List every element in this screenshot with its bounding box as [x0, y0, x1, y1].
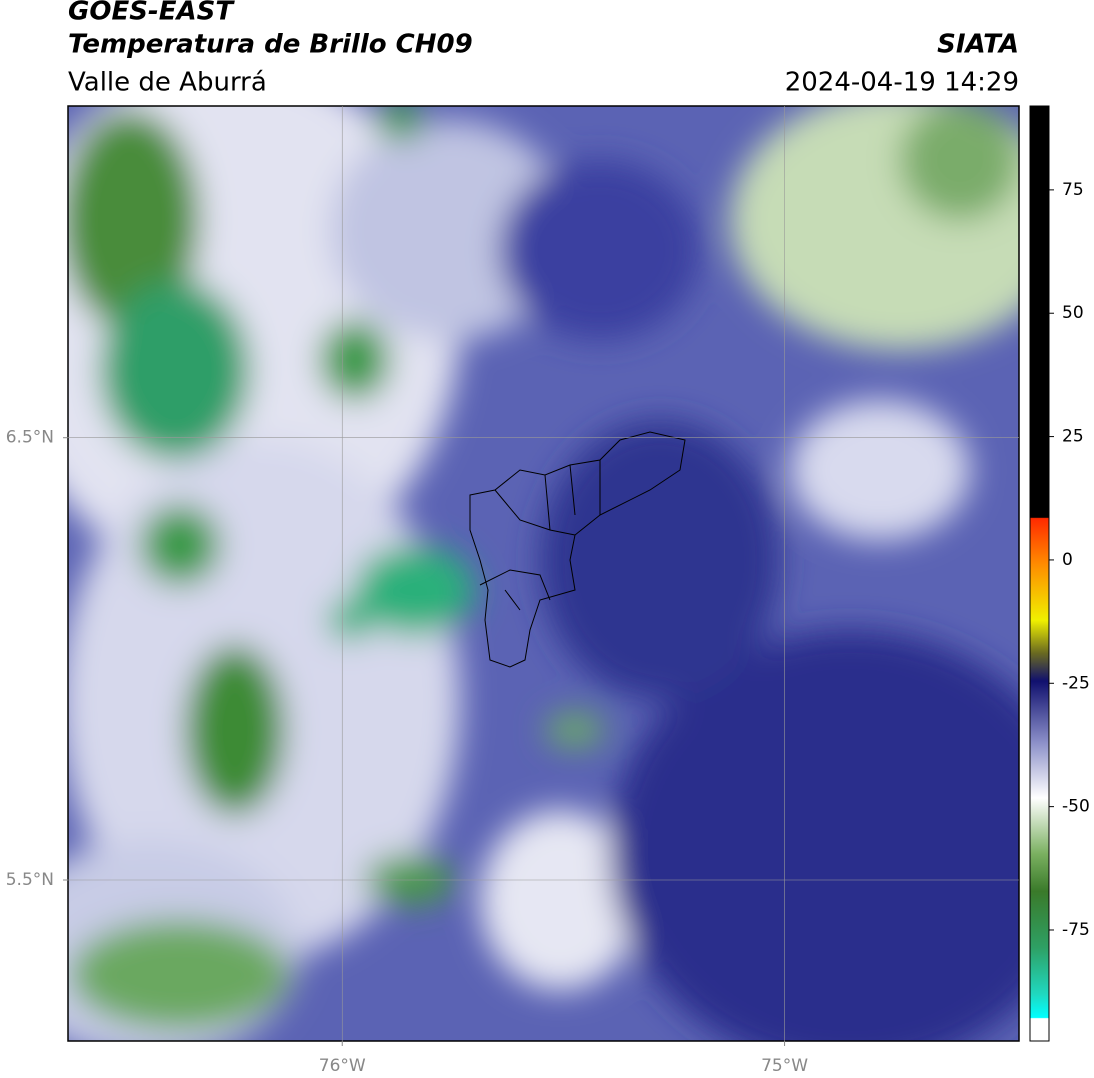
date: 2024-04-19 14:29: [785, 68, 1019, 98]
colorbar-tick-label: 50: [1062, 303, 1084, 323]
colorbar-tick-label: 25: [1062, 427, 1084, 447]
map-frame: [67, 105, 1020, 1042]
colorbar-tick-label: 75: [1062, 180, 1084, 200]
colorbar-tick-label: -50: [1062, 797, 1090, 817]
y-tick-label: 6.5°N: [6, 428, 54, 448]
colorbar-tick-label: 0: [1062, 550, 1073, 570]
title: GOES-EAST: [68, 0, 235, 27]
x-tick-label: 75°W: [761, 1056, 808, 1076]
y-tick-label: 5.5°N: [6, 870, 54, 890]
region: Valle de Aburrá: [68, 68, 267, 98]
source: SIATA: [937, 30, 1019, 60]
colorbar: [1029, 105, 1050, 1042]
x-tick-label: 76°W: [319, 1056, 366, 1076]
colorbar-tick-label: -75: [1062, 920, 1090, 940]
subtitle: Temperatura de Brillo CH09: [68, 30, 473, 60]
colorbar-tick-label: -25: [1062, 673, 1090, 693]
region-boundary: [469, 431, 686, 668]
satellite-field: [68, 106, 1019, 1041]
